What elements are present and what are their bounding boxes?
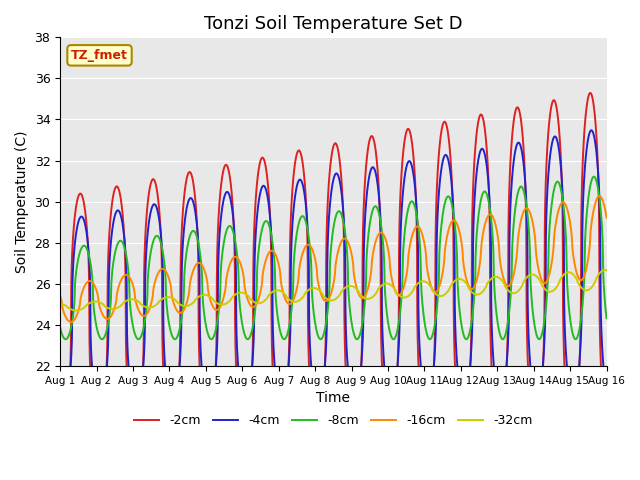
-16cm xyxy=(603,215,611,220)
Line: -8cm: -8cm xyxy=(60,177,607,339)
-32cm xyxy=(533,274,541,280)
-16cm xyxy=(290,297,298,302)
-2cm xyxy=(603,429,611,434)
-8cm xyxy=(593,177,600,183)
-4cm xyxy=(290,207,298,213)
-16cm xyxy=(266,249,274,254)
Line: -16cm: -16cm xyxy=(60,196,607,322)
-32cm xyxy=(603,267,611,273)
-4cm xyxy=(60,402,67,408)
Line: -2cm: -2cm xyxy=(60,93,607,434)
-2cm xyxy=(568,432,576,437)
-32cm xyxy=(601,267,609,273)
-16cm xyxy=(596,193,604,199)
Line: -32cm: -32cm xyxy=(60,270,607,311)
Line: -4cm: -4cm xyxy=(60,130,607,405)
-8cm xyxy=(151,234,159,240)
-32cm xyxy=(151,303,159,309)
-2cm xyxy=(56,426,64,432)
-4cm xyxy=(266,212,274,218)
-8cm xyxy=(56,325,64,331)
-4cm xyxy=(593,147,600,153)
-16cm xyxy=(56,293,64,299)
-8cm xyxy=(533,334,541,339)
-4cm xyxy=(588,127,595,133)
Text: TZ_fmet: TZ_fmet xyxy=(71,49,128,62)
-16cm xyxy=(67,319,75,325)
-4cm xyxy=(151,202,159,207)
-2cm xyxy=(289,175,297,180)
Legend: -2cm, -4cm, -8cm, -16cm, -32cm: -2cm, -4cm, -8cm, -16cm, -32cm xyxy=(129,409,538,432)
-16cm xyxy=(592,198,600,204)
-8cm xyxy=(266,225,274,231)
-32cm xyxy=(592,276,600,282)
Y-axis label: Soil Temperature (C): Soil Temperature (C) xyxy=(15,131,29,273)
-2cm xyxy=(118,210,126,216)
X-axis label: Time: Time xyxy=(316,391,350,405)
-32cm xyxy=(72,308,80,313)
-8cm xyxy=(590,174,598,180)
-4cm xyxy=(119,222,127,228)
-2cm xyxy=(151,179,159,184)
-4cm xyxy=(56,397,64,403)
-8cm xyxy=(290,264,298,270)
-8cm xyxy=(603,315,611,321)
-16cm xyxy=(119,275,127,280)
-2cm xyxy=(266,206,273,212)
-8cm xyxy=(62,336,70,342)
-4cm xyxy=(533,396,541,402)
-32cm xyxy=(56,301,64,307)
-4cm xyxy=(603,389,611,395)
-2cm xyxy=(533,430,541,435)
-32cm xyxy=(266,291,274,297)
-2cm xyxy=(586,90,594,96)
-2cm xyxy=(593,130,600,135)
-32cm xyxy=(119,300,127,306)
-8cm xyxy=(119,240,127,246)
-16cm xyxy=(533,259,541,264)
-32cm xyxy=(290,299,298,305)
-16cm xyxy=(151,278,159,284)
Title: Tonzi Soil Temperature Set D: Tonzi Soil Temperature Set D xyxy=(204,15,463,33)
